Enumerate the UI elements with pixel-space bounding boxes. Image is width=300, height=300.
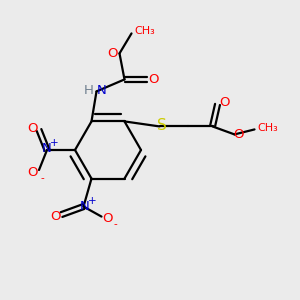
Text: O: O xyxy=(28,122,38,134)
Text: O: O xyxy=(148,73,159,86)
Text: O: O xyxy=(219,96,230,109)
Text: CH₃: CH₃ xyxy=(257,123,278,134)
Text: O: O xyxy=(233,128,244,141)
Text: O: O xyxy=(107,47,118,60)
Text: H: H xyxy=(84,84,93,97)
Text: O: O xyxy=(50,210,61,223)
Text: N: N xyxy=(42,142,52,155)
Text: -: - xyxy=(40,173,44,183)
Text: O: O xyxy=(102,212,113,225)
Text: +: + xyxy=(88,196,97,206)
Text: S: S xyxy=(157,118,166,133)
Text: +: + xyxy=(50,138,58,148)
Text: N: N xyxy=(97,84,106,97)
Text: CH₃: CH₃ xyxy=(134,26,155,36)
Text: N: N xyxy=(80,200,89,213)
Text: O: O xyxy=(28,166,38,178)
Text: -: - xyxy=(114,220,117,230)
